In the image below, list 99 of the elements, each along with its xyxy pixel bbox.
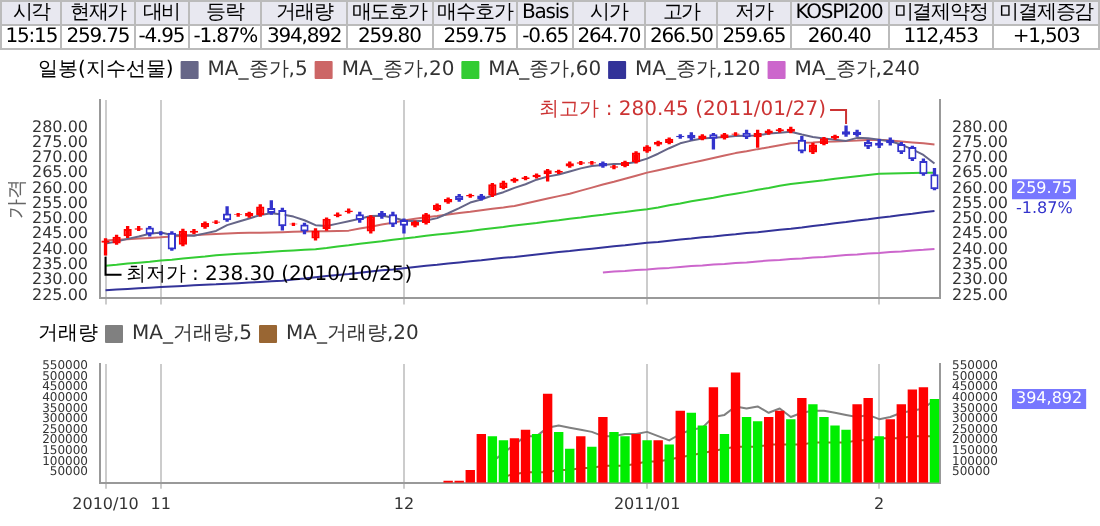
text: 매수호가 — [432, 1, 518, 25]
y2-tick-label: 260.00 — [952, 178, 1008, 197]
bar — [642, 440, 652, 483]
y-tick-label: 280.00 — [32, 117, 88, 136]
text: -0.65 — [517, 25, 573, 49]
y-tick-label: 275.00 — [32, 132, 88, 151]
y-tick-label: 260.00 — [32, 178, 88, 197]
candlestick — [919, 158, 928, 176]
text: 259.75 — [1016, 179, 1072, 198]
y-tick-label: 235.00 — [32, 254, 88, 273]
y2-tick-label: 275.00 — [952, 132, 1008, 151]
text: 시가 — [572, 1, 646, 25]
legend-label: MA_종가,60 — [488, 59, 602, 82]
bar — [730, 372, 741, 483]
y2-tick-label: 230.00 — [952, 270, 1008, 289]
text: 394,892 — [1016, 389, 1083, 408]
bar — [631, 434, 641, 483]
text: 259.75 — [432, 25, 518, 49]
candlestick — [930, 168, 939, 191]
annotation: 최고가 : 280.45 (2011/01/27) — [539, 99, 827, 122]
text: 15:15 — [1, 25, 62, 49]
text: 112,453 — [888, 25, 994, 49]
bar — [786, 419, 796, 483]
legend-label: MA_거래량,5 — [132, 323, 253, 346]
candlestick — [908, 145, 917, 162]
text: 260.40 — [790, 25, 888, 49]
bar — [874, 436, 884, 483]
legend-title: 일봉(지수선물) — [38, 59, 174, 82]
candlestick — [322, 217, 331, 231]
y2-tick-label: 280.00 — [952, 117, 1008, 136]
text: +1,503 — [993, 25, 1099, 49]
y-tick-label: 230.00 — [32, 270, 88, 289]
y2-tick-label: 255.00 — [952, 193, 1008, 212]
y-tick-label: 240.00 — [32, 239, 88, 258]
legend-label: MA_종가,20 — [341, 59, 455, 82]
text: 매도호가 — [346, 1, 433, 25]
bar — [653, 440, 663, 483]
bar — [719, 434, 730, 483]
bar — [675, 410, 685, 483]
text: -1.87% — [1016, 199, 1074, 218]
text: -1.87% — [188, 25, 262, 49]
text: 시각 — [1, 1, 62, 25]
y-tick-label: 255.00 — [32, 193, 88, 212]
x-tick-label: 11 — [150, 494, 171, 513]
x-tick-label: 2011/01 — [613, 494, 681, 513]
text: -4.95 — [134, 25, 189, 49]
y2-tick-label: 245.00 — [952, 224, 1008, 243]
legend-title: 거래량 — [38, 323, 98, 346]
text: 저가 — [717, 1, 791, 25]
candlestick — [311, 228, 320, 241]
bar — [531, 434, 542, 483]
y-tick-label: 265.00 — [32, 163, 88, 182]
bar — [797, 397, 807, 483]
text: 259.80 — [346, 25, 433, 49]
y-axis-title: 가격 — [7, 179, 30, 220]
candlestick — [499, 180, 508, 190]
text: 259.65 — [717, 25, 791, 49]
bar — [598, 417, 608, 483]
bar — [708, 387, 719, 483]
text: 266.50 — [645, 25, 718, 49]
legend-label: MA_거래량,20 — [286, 323, 419, 346]
text: 고가 — [645, 1, 718, 25]
text: 현재가 — [61, 1, 135, 25]
bar — [576, 436, 586, 483]
x-tick-label: 2 — [874, 494, 885, 513]
y-tick-label: 245.00 — [32, 224, 88, 243]
candlestick — [488, 182, 497, 198]
bar — [664, 444, 674, 483]
bar — [929, 399, 940, 483]
bar — [587, 446, 597, 483]
bar — [542, 393, 553, 483]
x-tick-label: 2010/10 — [72, 494, 139, 513]
text: KOSPI200 — [790, 1, 888, 25]
text: 394,892 — [261, 25, 347, 49]
y2-tick-label: 250.00 — [952, 209, 1008, 228]
text: 259.75 — [61, 25, 135, 49]
y-tick-label: 270.00 — [32, 148, 88, 167]
legend-label: MA_종가,5 — [207, 59, 308, 82]
text: Basis — [517, 1, 573, 25]
text: 264.70 — [572, 25, 646, 49]
y2-tick-label: 225.00 — [952, 285, 1008, 304]
y-tick-label: 225.00 — [32, 285, 88, 304]
y2-tick-label: 240.00 — [952, 239, 1008, 258]
text: 대비 — [134, 1, 189, 25]
candlestick — [123, 226, 132, 239]
legend-label: MA_종가,240 — [794, 59, 921, 82]
y2-tick-label: 270.00 — [952, 148, 1008, 167]
y-tick-label: 250.00 — [32, 209, 88, 228]
text: 거래량 — [261, 1, 347, 25]
text: 등락 — [188, 1, 262, 25]
x-tick-label: 12 — [393, 494, 415, 513]
candlestick — [300, 222, 309, 235]
legend-label: MA_종가,120 — [635, 59, 761, 82]
candlestick — [278, 207, 287, 231]
y2-tick-label: 265.00 — [952, 163, 1008, 182]
text: 미결제증감 — [993, 1, 1099, 25]
text: 미결제약정 — [888, 1, 994, 25]
y2-tick-label: 235.00 — [952, 254, 1008, 273]
candlestick — [709, 132, 718, 150]
